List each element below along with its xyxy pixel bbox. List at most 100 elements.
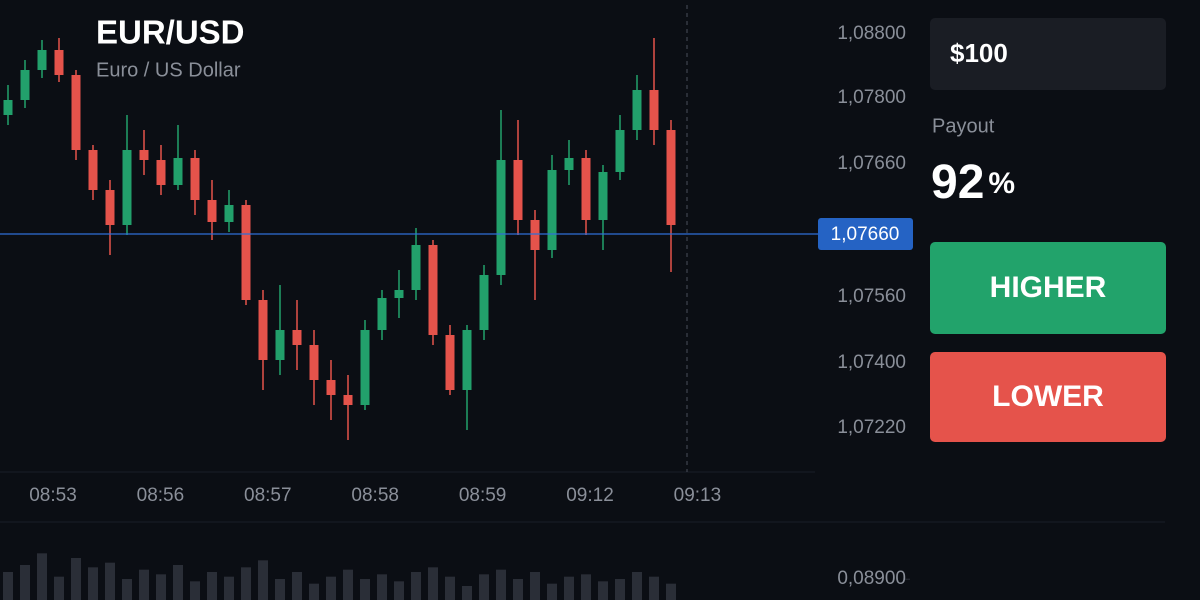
current-price-badge (818, 218, 913, 250)
volume-bar (309, 583, 319, 600)
volume-bar (513, 579, 523, 600)
time-axis-label: 08:57 (244, 485, 292, 506)
volume-bar (411, 572, 421, 600)
volume-bar (105, 562, 115, 600)
candle-body (241, 205, 251, 300)
candle-body (581, 158, 591, 220)
volume-bar (530, 572, 540, 600)
candle-body (139, 150, 149, 160)
volume-bar (224, 576, 234, 600)
volume-bar (360, 579, 370, 600)
price-axis-label: 1,07660 (837, 153, 906, 174)
candle-body (547, 170, 557, 250)
candle-body (207, 200, 217, 222)
volume-bar (37, 553, 47, 600)
volume-bar (241, 567, 251, 600)
volume-bar (326, 576, 336, 600)
price-axis-label: 1,08800 (837, 23, 906, 44)
candle-body (309, 345, 319, 380)
candle-body (462, 330, 472, 390)
price-axis-label: 1,07560 (837, 286, 906, 307)
candle-body (54, 50, 64, 75)
price-axis-label: 1,07400 (837, 352, 906, 373)
candle-body (649, 90, 659, 130)
candle-body (37, 50, 47, 70)
candle-body (343, 395, 353, 405)
candle-body (71, 75, 81, 150)
volume-bar (173, 565, 183, 600)
candle-body (258, 300, 268, 360)
higher-button-label: HIGHER (990, 271, 1107, 304)
time-axis-label: 08:58 (351, 485, 399, 506)
candle-body (428, 245, 438, 335)
volume-bar (292, 572, 302, 600)
amount-value: $100 (950, 38, 1008, 68)
volume-bar (156, 574, 166, 600)
payout-value: 92% (931, 156, 1015, 209)
higher-button[interactable] (930, 242, 1166, 334)
candle-body (3, 100, 13, 115)
volume-bar (343, 569, 353, 600)
volume-bar (666, 583, 676, 600)
lower-button[interactable] (930, 352, 1166, 442)
volume-bar (615, 579, 625, 600)
volume-bar (479, 574, 489, 600)
candle-body (156, 160, 166, 185)
candle-body (496, 160, 506, 275)
candle-body (173, 158, 183, 185)
candle-body (224, 205, 234, 222)
candle-body (445, 335, 455, 390)
current-price-label: 1,07660 (831, 224, 900, 245)
candle-body (564, 158, 574, 170)
candle-body (326, 380, 336, 395)
time-axis-label: 08:56 (137, 485, 185, 506)
volume-tick-label: 0,08900 (837, 568, 906, 589)
volume-bar (122, 579, 132, 600)
candle-body (377, 298, 387, 330)
payout-number: 92 (931, 156, 984, 209)
price-axis-label: 1,07220 (837, 417, 906, 438)
lower-button-label: LOWER (992, 380, 1104, 413)
volume-bar (462, 586, 472, 600)
candle-body (122, 150, 132, 225)
pair-title: EUR/USD (96, 14, 245, 51)
volume-bar (598, 581, 608, 600)
volume-bar (3, 572, 13, 600)
volume-bar (581, 574, 591, 600)
volume-bar (445, 576, 455, 600)
candle-body (20, 70, 30, 100)
candle-body (88, 150, 98, 190)
candle-body (105, 190, 115, 225)
candle-body (632, 90, 642, 130)
pair-subtitle: Euro / US Dollar (96, 59, 241, 81)
candle-body (394, 290, 404, 298)
price-axis-label: 1,07800 (837, 87, 906, 108)
candle-body (598, 172, 608, 220)
volume-bar (377, 574, 387, 600)
volume-bar (20, 565, 30, 600)
payout-label: Payout (932, 115, 995, 137)
candle-body (513, 160, 523, 220)
volume-bar (139, 569, 149, 600)
candle-body (360, 330, 370, 405)
candle-body (190, 158, 200, 200)
amount-input[interactable] (930, 18, 1166, 90)
time-axis-label: 09:13 (674, 485, 722, 506)
candle-body (615, 130, 625, 172)
candle-body (275, 330, 285, 360)
candle-body (411, 245, 421, 290)
candle-body (530, 220, 540, 250)
volume-bar (207, 572, 217, 600)
candle-body (479, 275, 489, 330)
volume-bar (275, 579, 285, 600)
volume-bar (632, 572, 642, 600)
volume-bar (190, 581, 200, 600)
volume-bar (649, 576, 659, 600)
price-chart (3, 38, 676, 440)
volume-bar (496, 569, 506, 600)
time-axis-label: 08:59 (459, 485, 507, 506)
volume-bar (258, 560, 268, 600)
volume-bar (54, 576, 64, 600)
volume-bar (547, 583, 557, 600)
